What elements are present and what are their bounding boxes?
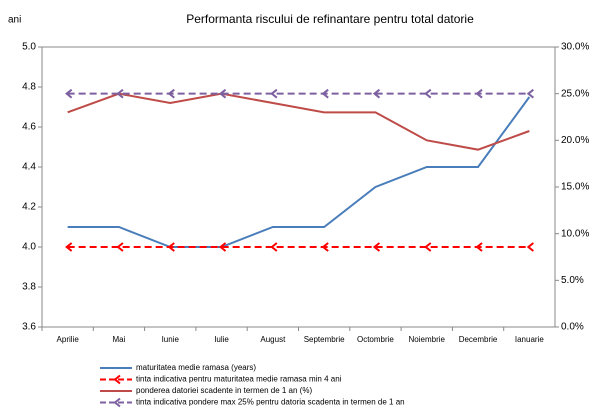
y2-tick-label: 0.0% (561, 322, 584, 333)
y2-tick-label: 15.0% (561, 182, 589, 193)
arrow-marker (116, 88, 124, 99)
y-tick-label: 5.0 (22, 42, 36, 53)
arrow-marker (475, 242, 483, 252)
y-tick-label: 4.8 (22, 82, 36, 93)
x-tick-label: Mai (113, 335, 126, 344)
x-tick-label: Octombrie (357, 335, 394, 344)
y2-tick-label: 5.0% (561, 275, 584, 286)
y-tick-label: 4.4 (22, 162, 36, 173)
arrow-marker (218, 88, 227, 99)
y-axis-label: ani (8, 15, 21, 26)
series-line (67, 92, 530, 151)
arrow-marker (218, 242, 227, 252)
x-tick-label: Decembrie (459, 335, 498, 344)
plot-frame (41, 46, 556, 328)
y2-tick-label: 30.0% (561, 42, 589, 53)
arrow-marker (65, 88, 73, 99)
arrow-marker (475, 88, 483, 99)
legend-label: tinta indicativa pondere max 25% pentru … (136, 398, 405, 407)
y2-tick-label: 10.0% (561, 228, 589, 239)
arrow-marker (270, 242, 278, 252)
arrow-marker (321, 242, 329, 252)
x-tick-label: Aprilie (57, 335, 80, 344)
arrow-marker (321, 88, 329, 99)
y2-tick-label: 20.0% (561, 135, 589, 146)
chart-title: Performanta riscului de refinantare pent… (186, 12, 474, 26)
arrow-marker (167, 242, 175, 252)
arrow-marker (424, 88, 432, 99)
arrow-marker (65, 242, 73, 252)
legend-marker (113, 374, 121, 385)
arrow-marker (270, 88, 278, 99)
y-tick-label: 4.2 (22, 202, 36, 213)
arrow-marker (372, 88, 381, 99)
x-tick-label: Ianuarie (515, 335, 544, 344)
legend-marker (113, 397, 121, 408)
y-tick-label: 4.0 (22, 242, 36, 253)
y2-tick-label: 25.0% (561, 88, 589, 99)
x-tick-label: Noiembrie (409, 335, 446, 344)
x-tick-label: Septembrie (304, 335, 345, 344)
series-line (67, 96, 531, 248)
arrow-marker (372, 242, 381, 252)
arrow-marker (116, 242, 124, 252)
arrow-marker (526, 242, 534, 252)
y-tick-label: 3.8 (22, 282, 36, 293)
x-tick-label: Iulie (214, 335, 229, 344)
legend-label: ponderea datoriei scadente in termen de … (136, 386, 312, 395)
y-tick-label: 4.6 (22, 122, 36, 133)
legend-label: tinta indicativa pentru maturitatea medi… (136, 375, 342, 384)
arrow-marker (424, 242, 432, 252)
x-tick-label: Iunie (162, 335, 180, 344)
y-tick-label: 3.6 (22, 322, 36, 333)
x-tick-label: August (260, 335, 286, 344)
legend-label: maturitatea medie ramasa (years) (136, 363, 256, 372)
arrow-marker (167, 88, 175, 99)
arrow-marker (526, 88, 534, 99)
